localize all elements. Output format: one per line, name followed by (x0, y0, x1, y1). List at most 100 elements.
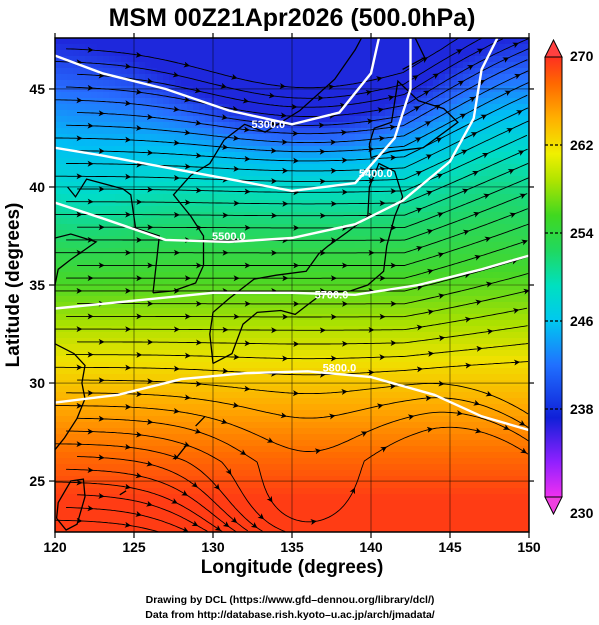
coastline (223, 38, 363, 141)
coastline (195, 415, 206, 427)
streamline-arrow (484, 236, 492, 243)
streamline-arrow (376, 76, 383, 83)
height-contour (55, 254, 529, 310)
colorbar-tick-label: 246 (570, 313, 594, 329)
contour-label: 5800.0 (323, 362, 357, 374)
streamline-arrow (191, 481, 198, 488)
streamline-arrow (506, 128, 513, 134)
credit-line-2: Data from http://database.rish.kyoto–u.a… (145, 609, 434, 621)
x-tick-label: 125 (122, 539, 146, 555)
streamline (66, 392, 529, 428)
streamline-arrow (474, 254, 481, 261)
streamline (55, 405, 529, 452)
streamline-arrow (436, 173, 443, 180)
streamline-arrow (380, 446, 387, 453)
streamline-arrow (502, 424, 510, 430)
streamline-arrow (183, 441, 190, 447)
streamline-arrow (266, 437, 274, 443)
height-contour (55, 38, 499, 244)
streamline (77, 456, 248, 532)
height-contour (55, 370, 529, 432)
streamline-arrow (413, 106, 420, 112)
streamline-arrow (472, 211, 480, 218)
streamline-arrow (422, 90, 430, 97)
streamline-arrow (171, 498, 178, 504)
streamline-arrow (485, 281, 493, 288)
lat-lon-grid (55, 38, 529, 532)
streamline-arrow (415, 207, 423, 214)
x-tick-label: 150 (517, 539, 541, 555)
streamline-arrow (239, 449, 247, 456)
map-plot: 5300.0 5400.0 5500.0 5700.0 5800.0 (54, 37, 530, 533)
streamline-arrow (230, 73, 238, 80)
streamline-arrow (514, 73, 521, 80)
streamline-arrow (349, 487, 356, 495)
streamline (55, 443, 263, 532)
x-axis: 120 125 130 135 140 145 150 (43, 33, 541, 555)
streamline-arrow (502, 57, 509, 63)
y-tick-label: 25 (29, 473, 45, 489)
streamline-arrow (462, 229, 470, 236)
streamline-arrow (365, 89, 372, 96)
coastline (209, 162, 404, 364)
streamline (77, 94, 528, 162)
streamline-arrow (181, 490, 188, 496)
streamline-arrow (220, 82, 227, 89)
streamline (66, 507, 188, 532)
coastline (55, 478, 86, 531)
streamline-arrow (191, 520, 199, 527)
colorbar-tick-label: 262 (570, 137, 594, 153)
credit-line-1: Drawing by DCL (https://www.gfd–dennou.o… (146, 594, 435, 606)
streamline-arrow (515, 110, 523, 116)
streamline-arrow (425, 190, 433, 197)
streamline-arrow (438, 293, 445, 300)
streamline (77, 134, 528, 193)
streamline-arrow (474, 427, 482, 434)
streamline (66, 343, 528, 360)
x-tick-label: 145 (438, 539, 462, 555)
streamline-arrow (411, 75, 419, 81)
streamline-arrow (483, 193, 490, 200)
contour-label: 5700.0 (315, 290, 349, 302)
streamline (66, 38, 529, 117)
streamline-arrow (455, 49, 463, 55)
colorbar-tick-label: 254 (570, 225, 594, 241)
streamline-arrow (468, 96, 476, 103)
streamline (66, 38, 459, 89)
streamline-arrow (437, 252, 445, 259)
streamline (55, 208, 528, 254)
streamline (66, 148, 528, 205)
streamline-arrow (485, 390, 493, 397)
coastline (119, 490, 127, 496)
coastline (55, 343, 86, 451)
y-axis: 25 30 35 40 45 (29, 81, 534, 489)
streamline (66, 193, 528, 241)
colorbar-tick-label: 238 (570, 401, 594, 417)
streamline-arrow (146, 460, 153, 467)
streamline-arrow (425, 154, 433, 160)
streamline-arrow (407, 414, 415, 421)
streamline-arrow (480, 114, 487, 121)
streamline-arrow (360, 431, 368, 437)
streamline-arrow (424, 121, 432, 127)
streamline-arrow (517, 150, 525, 156)
streamline-arrow (512, 42, 519, 49)
streamline-arrow (250, 522, 258, 528)
streamline-arrow (473, 399, 480, 406)
streamline (77, 417, 529, 523)
streamline-arrow (225, 468, 232, 475)
streamline-arrow (435, 137, 443, 144)
streamline-arrow (257, 513, 265, 520)
streamline-arrow (172, 71, 180, 78)
streamline (55, 162, 529, 217)
colorbar-tick-label: 270 (570, 48, 594, 64)
streamline-arrow (421, 57, 428, 63)
x-tick-label: 130 (201, 539, 225, 555)
coastline (174, 445, 187, 460)
streamline-arrow (461, 188, 469, 195)
contour-label: 5300.0 (251, 119, 285, 131)
streamline-arrow (463, 272, 471, 279)
x-tick-label: 140 (359, 539, 383, 555)
streamline-arrow (183, 61, 190, 68)
streamline-arrow (220, 418, 228, 425)
